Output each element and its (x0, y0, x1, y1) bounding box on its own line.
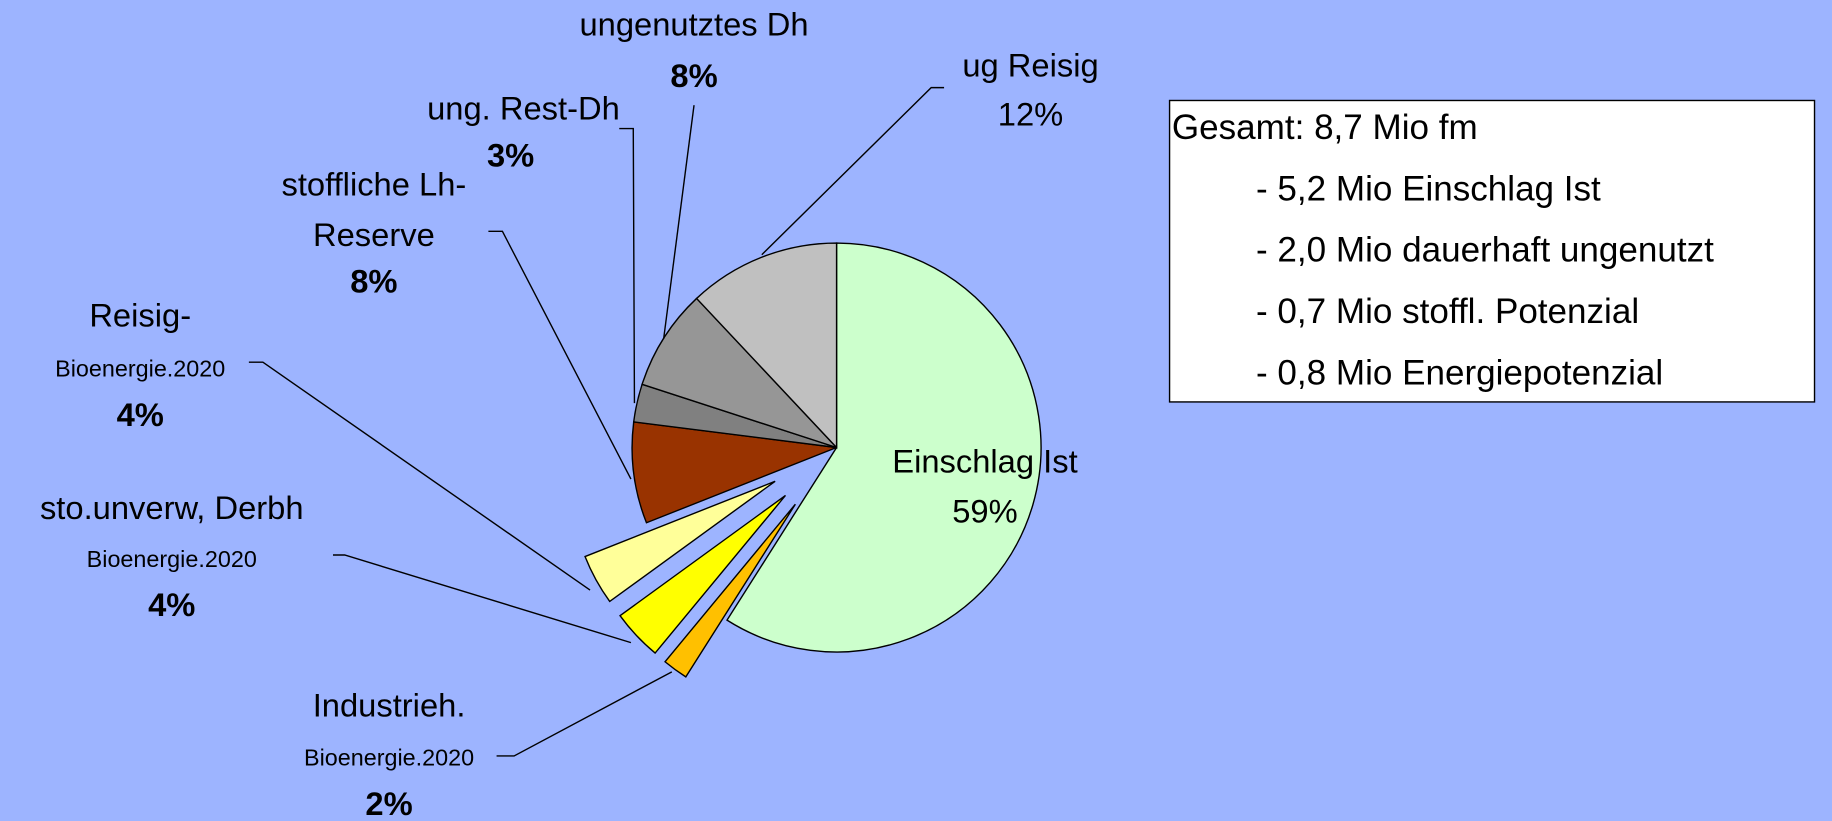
leader-line (619, 127, 636, 404)
slice-label: ungenutztes Dh (579, 6, 808, 43)
pie-slice (695, 242, 838, 450)
slice-label: Reserve (313, 216, 435, 253)
value-label: 8% (670, 57, 717, 94)
text-box-line: - 0,7 Mio stoffl. Potenzial (1256, 292, 1639, 331)
value-label: 3% (487, 136, 534, 173)
leader-line (496, 671, 673, 757)
text-box (1168, 99, 1816, 403)
text-box-line: - 5,2 Mio Einschlag Ist (1256, 169, 1601, 208)
value-label: 4% (117, 396, 164, 433)
value-label: 2% (365, 785, 412, 821)
slice-label: ung. Rest-Dh (427, 90, 620, 127)
text-box-line: - 0,8 Mio Energiepotenzial (1256, 353, 1663, 392)
slice-label: stoffliche Lh- (281, 166, 466, 203)
slice-label: Bioenergie.2020 (304, 745, 474, 771)
pie-slice (619, 494, 787, 655)
slice-label: Reisig- (89, 296, 191, 333)
text-box-line: Gesamt: 8,7 Mio fm (1172, 108, 1478, 147)
pie-slice (726, 242, 1042, 653)
text-box-line: - 2,0 Mio dauerhaft ungenutzt (1256, 231, 1714, 270)
leader-line (662, 105, 695, 339)
slice-label: Einschlag Ist (892, 442, 1077, 479)
leader-line (761, 86, 945, 256)
slice-label: sto.unverw, Derbh (40, 489, 304, 526)
slice-label: ug Reisig (962, 46, 1098, 83)
pie-slice (584, 480, 776, 603)
slice-label: Bioenergie.2020 (55, 356, 225, 382)
value-label: 4% (148, 586, 195, 623)
value-label: 8% (350, 263, 397, 300)
leader-line (488, 230, 632, 480)
pie-slice (631, 421, 837, 524)
leader-line (248, 361, 591, 591)
value-label: 59% (952, 493, 1017, 530)
slice-label: Bioenergie.2020 (87, 546, 257, 572)
chart-body: Einschlag Ist 59% Industrieh. Bioenergie.20… (40, 6, 1816, 821)
pie-slice (664, 503, 796, 678)
value-label: 12% (998, 95, 1063, 132)
leader-line (332, 554, 632, 644)
slice-label: Industrieh. (313, 687, 466, 724)
